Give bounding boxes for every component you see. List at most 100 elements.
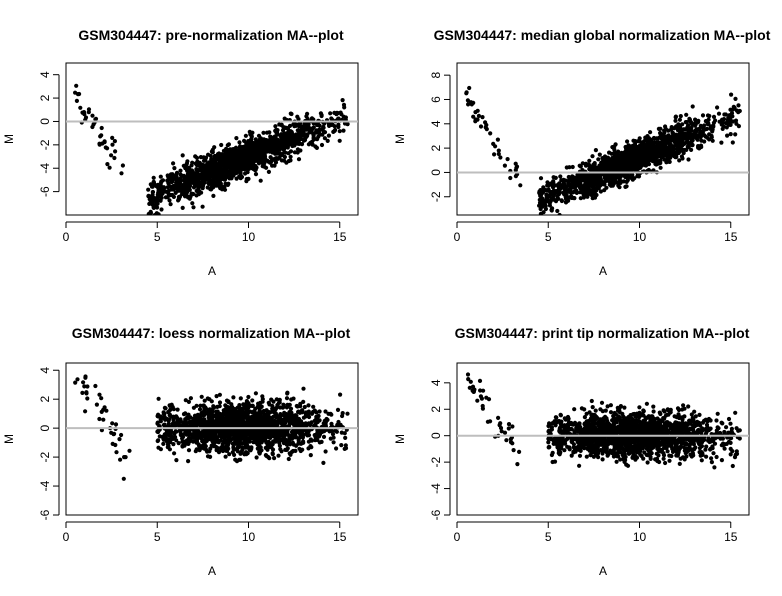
data-point (217, 400, 223, 405)
data-point (295, 429, 300, 434)
data-point (213, 169, 218, 174)
data-point (146, 194, 151, 199)
data-point (690, 142, 695, 148)
data-point (581, 195, 587, 200)
data-point (275, 156, 281, 161)
data-point (177, 194, 183, 199)
data-point (155, 420, 160, 425)
data-point (242, 155, 247, 160)
data-point (258, 413, 263, 418)
data-point (592, 162, 597, 167)
data-point (273, 160, 279, 165)
data-point (230, 421, 236, 426)
data-point (262, 164, 267, 169)
data-point (230, 157, 235, 162)
chart-title: GSM304447: pre-normalization MA--plot (78, 27, 344, 43)
data-point (628, 163, 633, 169)
data-point (156, 429, 161, 435)
data-point (185, 195, 191, 200)
data-point (309, 438, 314, 443)
data-point (306, 421, 311, 426)
data-point (265, 146, 270, 151)
data-point (321, 460, 326, 465)
data-point (316, 413, 321, 419)
data-point (190, 201, 195, 206)
data-point (673, 136, 678, 141)
data-point (471, 114, 476, 119)
data-point (211, 163, 216, 168)
data-point (218, 186, 223, 191)
data-point (183, 428, 188, 434)
data-point (288, 433, 293, 439)
data-point (74, 83, 79, 88)
data-point (597, 152, 602, 157)
data-point (265, 140, 270, 145)
data-point (279, 158, 284, 163)
data-point (284, 396, 290, 401)
data-point (246, 166, 251, 172)
data-point (594, 192, 599, 198)
data-point (628, 167, 633, 172)
data-point (224, 168, 230, 173)
y-tick-label: 0 (429, 169, 443, 176)
data-point (572, 178, 578, 183)
data-point (555, 197, 560, 202)
data-point (223, 181, 228, 186)
data-point (296, 438, 301, 443)
data-point (158, 174, 163, 179)
data-point (156, 212, 161, 215)
data-point (298, 128, 303, 133)
data-point (696, 144, 701, 149)
data-point (296, 409, 301, 414)
data-point (294, 123, 299, 128)
data-point (260, 417, 265, 422)
plot-frame (65, 362, 359, 516)
data-point (547, 203, 553, 208)
data-point (233, 457, 238, 462)
data-point (158, 414, 163, 419)
data-point (243, 442, 248, 447)
data-point (312, 408, 317, 413)
data-point (495, 137, 500, 142)
data-point (583, 186, 588, 192)
data-point (199, 394, 204, 399)
data-point (496, 151, 501, 157)
data-point (659, 136, 664, 141)
data-point (173, 177, 178, 182)
data-point (244, 151, 249, 156)
data-point (274, 405, 279, 410)
data-point (238, 396, 243, 401)
data-point (678, 125, 683, 130)
data-point (169, 414, 174, 419)
data-point (306, 446, 311, 451)
data-point (639, 140, 644, 145)
data-point (557, 190, 563, 195)
data-point (306, 142, 311, 147)
data-point (617, 185, 622, 190)
data-point (595, 178, 600, 183)
data-point (321, 434, 327, 439)
data-point (684, 120, 689, 125)
data-point (288, 154, 293, 159)
data-point (90, 113, 95, 118)
data-point (266, 400, 271, 405)
data-point (277, 397, 282, 402)
data-point (269, 397, 274, 402)
data-point (315, 419, 320, 424)
y-tick-label: 2 (429, 144, 443, 151)
data-point (615, 180, 620, 185)
data-point (105, 146, 110, 151)
data-point (156, 190, 161, 195)
data-point (639, 146, 644, 151)
data-point (658, 126, 663, 131)
data-point (112, 139, 117, 144)
data-point (246, 176, 251, 181)
data-point (537, 203, 542, 208)
data-point (231, 446, 236, 451)
data-point (594, 186, 600, 191)
data-point (200, 438, 205, 443)
data-point (551, 181, 556, 186)
x-tick-label: 0 (63, 230, 70, 244)
data-point (328, 436, 333, 441)
data-point (193, 438, 198, 443)
